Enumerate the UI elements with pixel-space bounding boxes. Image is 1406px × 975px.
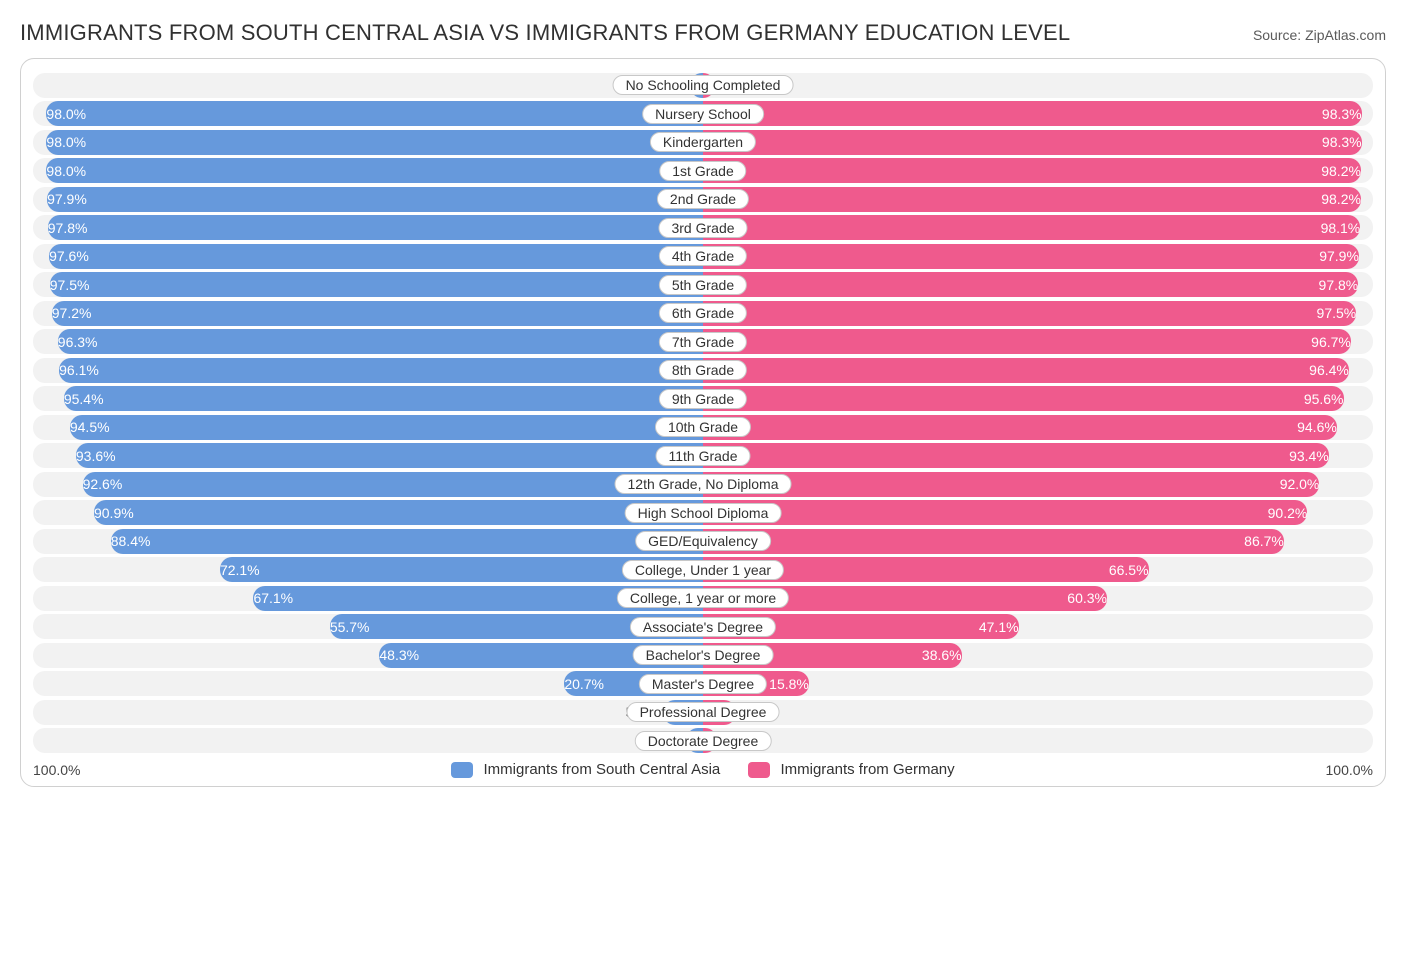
category-label: 9th Grade [659,389,747,409]
bar-left-value: 97.5% [40,272,703,297]
bar-left-value: 98.0% [36,130,703,155]
chart-row: 92.6%92.0%12th Grade, No Diploma [33,472,1373,497]
bar-left-value: 97.9% [37,187,703,212]
bar-left-value: 96.1% [49,358,703,383]
category-label: Associate's Degree [630,617,776,637]
chart-row: 98.0%98.2%1st Grade [33,158,1373,183]
category-label: No Schooling Completed [613,75,794,95]
bar-left-value: 90.9% [84,500,703,525]
bar-right-value: 92.0% [703,472,1329,497]
chart-title: IMMIGRANTS FROM SOUTH CENTRAL ASIA VS IM… [20,20,1070,46]
bar-right-value: 96.4% [703,358,1359,383]
category-label: 1st Grade [659,161,746,181]
category-label: Nursery School [642,104,764,124]
chart-row: 72.1%66.5%College, Under 1 year [33,557,1373,582]
bar-right-value: 90.2% [703,500,1317,525]
source-label: Source: [1253,27,1301,43]
source-name: ZipAtlas.com [1305,27,1386,43]
bar-left-value: 95.4% [54,386,703,411]
bar-right-value: 97.9% [703,244,1369,269]
bar-right-value: 98.3% [703,130,1372,155]
category-label: Kindergarten [650,132,756,152]
bar-left-value: 97.2% [42,301,703,326]
bar-left-value: 97.6% [39,244,703,269]
bar-left-value: 98.0% [36,158,703,183]
legend-item-right: Immigrants from Germany [748,761,954,778]
bar-right-value: 94.6% [703,415,1347,440]
chart-row: 97.8%98.1%3rd Grade [33,215,1373,240]
chart-source: Source: ZipAtlas.com [1253,27,1386,43]
legend-swatch-left [451,762,473,778]
bar-right-value: 98.1% [703,215,1370,240]
bar-right-value: 97.8% [703,272,1368,297]
category-label: GED/Equivalency [635,531,771,551]
chart-row: 93.6%93.4%11th Grade [33,443,1373,468]
bar-right-value: 86.7% [703,529,1294,554]
chart-legend: 100.0% Immigrants from South Central Asi… [33,761,1373,778]
category-label: 11th Grade [655,446,750,466]
chart-row: 96.1%96.4%8th Grade [33,358,1373,383]
category-label: College, 1 year or more [617,588,789,608]
chart-row: 97.9%98.2%2nd Grade [33,187,1373,212]
category-label: 4th Grade [659,246,747,266]
category-label: Professional Degree [627,702,780,722]
category-label: Bachelor's Degree [633,645,774,665]
axis-max-left: 100.0% [33,762,80,778]
chart-row: 88.4%86.7%GED/Equivalency [33,529,1373,554]
chart-row: 97.2%97.5%6th Grade [33,301,1373,326]
category-label: High School Diploma [625,503,782,523]
chart-row: 98.0%98.3%Kindergarten [33,130,1373,155]
chart-row: 2.6%2.1%Doctorate Degree [33,728,1373,753]
category-label: 7th Grade [659,332,747,352]
category-label: 5th Grade [659,275,747,295]
category-label: 10th Grade [655,417,751,437]
legend-label-left: Immigrants from South Central Asia [484,761,721,778]
bar-left-value: 93.6% [66,443,703,468]
chart-row: 20.7%15.8%Master's Degree [33,671,1373,696]
bar-left-value: 97.8% [38,215,703,240]
chart-row: 97.6%97.9%4th Grade [33,244,1373,269]
category-label: Doctorate Degree [635,731,772,751]
bar-right-value: 97.5% [703,301,1366,326]
category-label: 8th Grade [659,360,747,380]
category-label: 6th Grade [659,303,747,323]
category-label: 12th Grade, No Diploma [615,474,792,494]
bar-right-value: 95.6% [703,386,1354,411]
bar-right-value: 98.2% [703,158,1371,183]
legend-item-left: Immigrants from South Central Asia [451,761,720,778]
chart-row: 94.5%94.6%10th Grade [33,415,1373,440]
category-label: Master's Degree [639,674,767,694]
bar-left-value: 94.5% [60,415,703,440]
category-label: 2nd Grade [657,189,749,209]
bar-left-value: 88.4% [101,529,703,554]
diverging-bar-chart: 2.0%1.8%No Schooling Completed98.0%98.3%… [20,58,1386,787]
chart-row: 67.1%60.3%College, 1 year or more [33,586,1373,611]
bar-right-value: 93.4% [703,443,1339,468]
chart-row: 96.3%96.7%7th Grade [33,329,1373,354]
bar-left-value: 96.3% [48,329,703,354]
chart-row: 98.0%98.3%Nursery School [33,101,1373,126]
bar-right-value: 98.3% [703,101,1372,126]
category-label: College, Under 1 year [622,560,784,580]
chart-row: 5.9%4.9%Professional Degree [33,700,1373,725]
bar-left-value: 98.0% [36,101,703,126]
chart-row: 90.9%90.2%High School Diploma [33,500,1373,525]
chart-row: 55.7%47.1%Associate's Degree [33,614,1373,639]
bar-right-value: 96.7% [703,329,1361,354]
bar-left-value: 92.6% [73,472,703,497]
legend-label-right: Immigrants from Germany [780,761,954,778]
category-label: 3rd Grade [658,218,747,238]
chart-row: 95.4%95.6%9th Grade [33,386,1373,411]
legend-swatch-right [748,762,770,778]
chart-row: 97.5%97.8%5th Grade [33,272,1373,297]
chart-row: 48.3%38.6%Bachelor's Degree [33,643,1373,668]
bar-right-value: 98.2% [703,187,1371,212]
axis-max-right: 100.0% [1326,762,1373,778]
chart-row: 2.0%1.8%No Schooling Completed [33,73,1373,98]
chart-header: IMMIGRANTS FROM SOUTH CENTRAL ASIA VS IM… [20,20,1386,46]
